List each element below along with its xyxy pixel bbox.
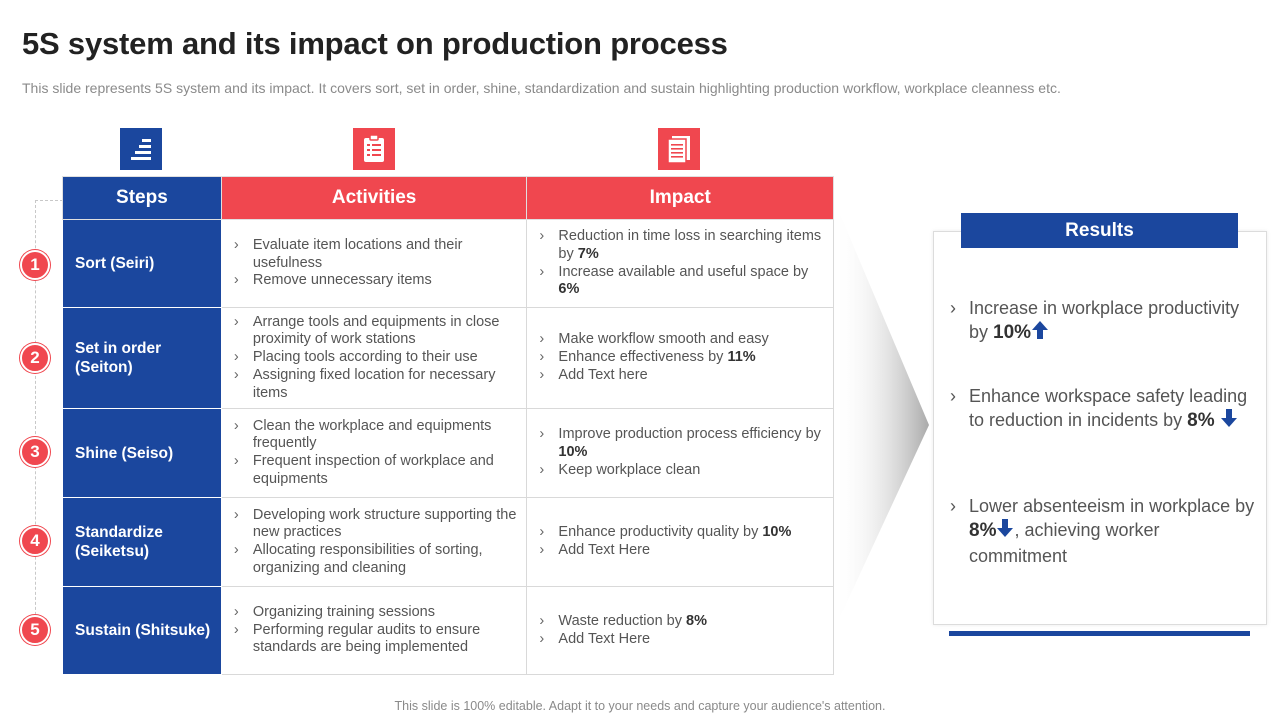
step-number-1: 1 (20, 250, 50, 280)
table-row: Standardize (Seiketsu) Developing work s… (62, 497, 834, 587)
step-name: Sort (Seiri) (62, 219, 222, 308)
activities-cell: Organizing training sessions Performing … (220, 586, 528, 675)
results-title: Results (961, 213, 1238, 248)
list-item: Reduction in time loss in searching item… (539, 228, 825, 263)
list-item: Arrange tools and equipments in close pr… (234, 314, 519, 349)
page-title: 5S system and its impact on production p… (22, 26, 728, 61)
step-name: Standardize (Seiketsu) (62, 497, 222, 587)
list-item: Add Text Here (539, 542, 825, 560)
list-item: Developing work structure supporting the… (234, 507, 519, 542)
list-item: Placing tools according to their use (234, 349, 519, 367)
impact-cell: Enhance productivity quality by 10% Add … (526, 497, 834, 587)
step-name: Sustain (Shitsuke) (62, 586, 222, 675)
table-header-row: Steps Activities Impact (62, 176, 834, 220)
table-row: Set in order (Seiton) Arrange tools and … (62, 307, 834, 409)
impact-cell: Improve production process efficiency by… (526, 408, 834, 498)
five-s-table: Steps Activities Impact Sort (Seiri) Eva… (62, 176, 834, 675)
list-item: Enhance productivity quality by 10% (539, 524, 825, 542)
page-subtitle: This slide represents 5S system and its … (22, 80, 1061, 96)
list-item: Clean the workplace and equipments frequ… (234, 418, 519, 453)
list-item: Waste reduction by 8% (539, 613, 825, 631)
list-item: Assigning fixed location for necessary i… (234, 367, 519, 402)
clipboard-icon (353, 128, 395, 170)
results-underline (949, 631, 1250, 636)
table-row: Sort (Seiri) Evaluate item locations and… (62, 219, 834, 308)
header-impact: Impact (526, 176, 834, 220)
list-item: Performing regular audits to ensure stan… (234, 622, 519, 657)
result-item: Enhance workspace safety leading to redu… (950, 384, 1255, 434)
document-icon (658, 128, 700, 170)
steps-connector (35, 200, 63, 630)
list-item: Enhance effectiveness by 11% (539, 349, 825, 367)
result-item: Increase in workplace productivity by 10… (950, 296, 1255, 346)
impact-cell: Waste reduction by 8% Add Text Here (526, 586, 834, 675)
arrow-down-icon (1220, 408, 1238, 434)
header-activities: Activities (220, 176, 528, 220)
step-name: Set in order (Seiton) (62, 307, 222, 409)
activities-cell: Clean the workplace and equipments frequ… (220, 408, 528, 498)
footer-note: This slide is 100% editable. Adapt it to… (394, 699, 886, 713)
list-item: Add Text Here (539, 631, 825, 649)
step-name: Shine (Seiso) (62, 408, 222, 498)
stairs-icon (120, 128, 162, 170)
list-item: Improve production process efficiency by… (539, 426, 825, 461)
arrow-up-icon (1031, 320, 1049, 346)
step-number-5: 5 (20, 615, 50, 645)
list-item: Add Text here (539, 367, 825, 385)
result-item: Lower absenteeism in workplace by 8%, ac… (950, 494, 1255, 568)
arrow-down-icon (996, 518, 1014, 544)
list-item: Keep workplace clean (539, 462, 825, 480)
step-number-3: 3 (20, 437, 50, 467)
activities-cell: Arrange tools and equipments in close pr… (220, 307, 528, 409)
list-item: Frequent inspection of workplace and equ… (234, 453, 519, 488)
step-number-4: 4 (20, 526, 50, 556)
step-number-2: 2 (20, 343, 50, 373)
list-item: Allocating responsibilities of sorting, … (234, 542, 519, 577)
list-item: Increase available and useful space by 6… (539, 264, 825, 299)
activities-cell: Evaluate item locations and their useful… (220, 219, 528, 308)
table-row: Sustain (Shitsuke) Organizing training s… (62, 586, 834, 675)
header-steps: Steps (62, 176, 222, 220)
table-row: Shine (Seiso) Clean the workplace and eq… (62, 408, 834, 498)
list-item: Organizing training sessions (234, 604, 519, 622)
list-item: Remove unnecessary items (234, 272, 519, 290)
impact-cell: Reduction in time loss in searching item… (526, 219, 834, 308)
funnel-arrow (834, 200, 929, 630)
activities-cell: Developing work structure supporting the… (220, 497, 528, 587)
list-item: Make workflow smooth and easy (539, 331, 825, 349)
list-item: Evaluate item locations and their useful… (234, 237, 519, 272)
impact-cell: Make workflow smooth and easy Enhance ef… (526, 307, 834, 409)
